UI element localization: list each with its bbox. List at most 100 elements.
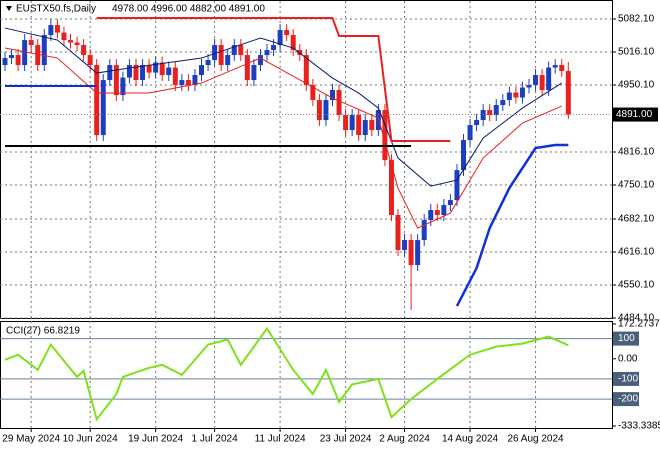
- candle-body: [264, 50, 270, 56]
- candle-body: [231, 45, 237, 56]
- candle-body: [41, 35, 47, 66]
- candle-body: [526, 85, 532, 88]
- candle-body: [15, 55, 21, 66]
- candle-body: [428, 210, 434, 221]
- chart-title: EUSTX50.fs,Daily: [16, 4, 96, 15]
- indicator-line: [4, 47, 562, 229]
- candle-body: [336, 90, 342, 116]
- candle-body: [519, 87, 525, 98]
- candle-body: [388, 160, 394, 216]
- y-tick-label: 4682.10: [618, 214, 655, 225]
- y-tick-label: 4484.10: [618, 313, 655, 324]
- collapse-icon: [6, 6, 12, 11]
- candle-body: [172, 67, 178, 86]
- candle-body: [107, 65, 113, 81]
- indicator-line: [4, 27, 563, 187]
- x-tick-label: 10 Jun 2024: [63, 434, 118, 445]
- candle-body: [395, 215, 401, 251]
- x-tick-label: 26 Aug 2024: [507, 434, 564, 445]
- y-tick-label: 4550.10: [618, 280, 655, 291]
- candle-body: [349, 115, 355, 131]
- candle-body: [362, 120, 368, 136]
- candle-body: [257, 55, 263, 66]
- candle-body: [212, 45, 218, 61]
- y-tick-label: 172.2737: [618, 319, 660, 330]
- candle-body: [375, 110, 381, 131]
- y-tick-label: -333.3385: [618, 421, 660, 432]
- candle-body: [185, 80, 191, 86]
- x-tick-label: 19 Jun 2024: [128, 434, 183, 445]
- cci-title: CCI(27) 66.8219: [6, 326, 80, 337]
- candle-body: [539, 75, 545, 91]
- candle-body: [61, 32, 67, 41]
- candle-body: [140, 65, 146, 81]
- candle-body: [133, 65, 139, 81]
- candle-body: [22, 40, 28, 66]
- candle-body: [310, 85, 316, 101]
- x-tick-label: 29 May 2024: [2, 434, 60, 445]
- last-price-label: 4891.00: [616, 109, 653, 120]
- candle-body: [9, 55, 15, 59]
- price-panel: [0, 0, 613, 319]
- candle-body: [415, 240, 421, 266]
- level-label-box: [613, 392, 639, 407]
- candle-body: [506, 92, 512, 101]
- candle-body: [68, 40, 73, 43]
- candle-body: [402, 240, 408, 251]
- x-tick-label: 2 Aug 2024: [379, 434, 430, 445]
- candle-body: [218, 45, 224, 66]
- candle-body: [474, 120, 480, 126]
- last-price-box: [613, 107, 658, 122]
- x-tick-label: 1 Jul 2024: [192, 434, 239, 445]
- candle-body: [316, 100, 322, 121]
- indicator-line: [96, 17, 451, 143]
- x-tick-label: 14 Aug 2024: [442, 434, 499, 445]
- candle-body: [434, 210, 440, 216]
- candle-body: [546, 67, 552, 91]
- candle-body: [2, 58, 8, 66]
- candle-body: [179, 80, 185, 86]
- candle-body: [35, 45, 41, 66]
- candle-body: [447, 200, 453, 206]
- y-tick-label: 4616.10: [618, 247, 655, 258]
- candle-body: [146, 65, 152, 73]
- candle-body: [552, 65, 558, 68]
- level-label-box: [613, 331, 639, 346]
- candle-body: [153, 62, 159, 73]
- candle-body: [87, 55, 93, 66]
- candle-body: [565, 71, 571, 115]
- indicator-line: [455, 143, 569, 307]
- candle-body: [126, 65, 132, 78]
- candle-body: [487, 110, 493, 116]
- y-tick-label: 4750.10: [618, 180, 655, 191]
- candle-body: [533, 75, 539, 86]
- candle-body: [251, 65, 257, 81]
- candle-body: [244, 55, 250, 81]
- candle-body: [323, 100, 329, 121]
- candle-body: [467, 125, 473, 141]
- candle-body: [225, 55, 231, 66]
- candle-body: [199, 65, 204, 76]
- candle-body: [94, 65, 100, 136]
- y-tick-label: 4816.10: [618, 147, 655, 158]
- candle-body: [192, 75, 198, 86]
- candle-body: [54, 25, 60, 33]
- candle-body: [113, 65, 119, 96]
- candle-body: [238, 45, 244, 56]
- candle-body: [74, 42, 80, 46]
- cci-line: [4, 326, 569, 422]
- candle-body: [493, 105, 499, 116]
- level-label-box: [613, 371, 639, 386]
- candle-body: [343, 115, 349, 131]
- candle-body: [408, 240, 414, 266]
- candle-body: [454, 170, 460, 201]
- y-tick-label: -200: [618, 394, 638, 405]
- candle-body: [277, 30, 283, 46]
- y-tick-label: 100: [618, 333, 635, 344]
- x-tick-label: 23 Jul 2024: [320, 434, 372, 445]
- candle-body: [421, 220, 427, 241]
- candle-body: [500, 100, 506, 106]
- candle-body: [290, 35, 296, 51]
- candle-body: [159, 62, 165, 76]
